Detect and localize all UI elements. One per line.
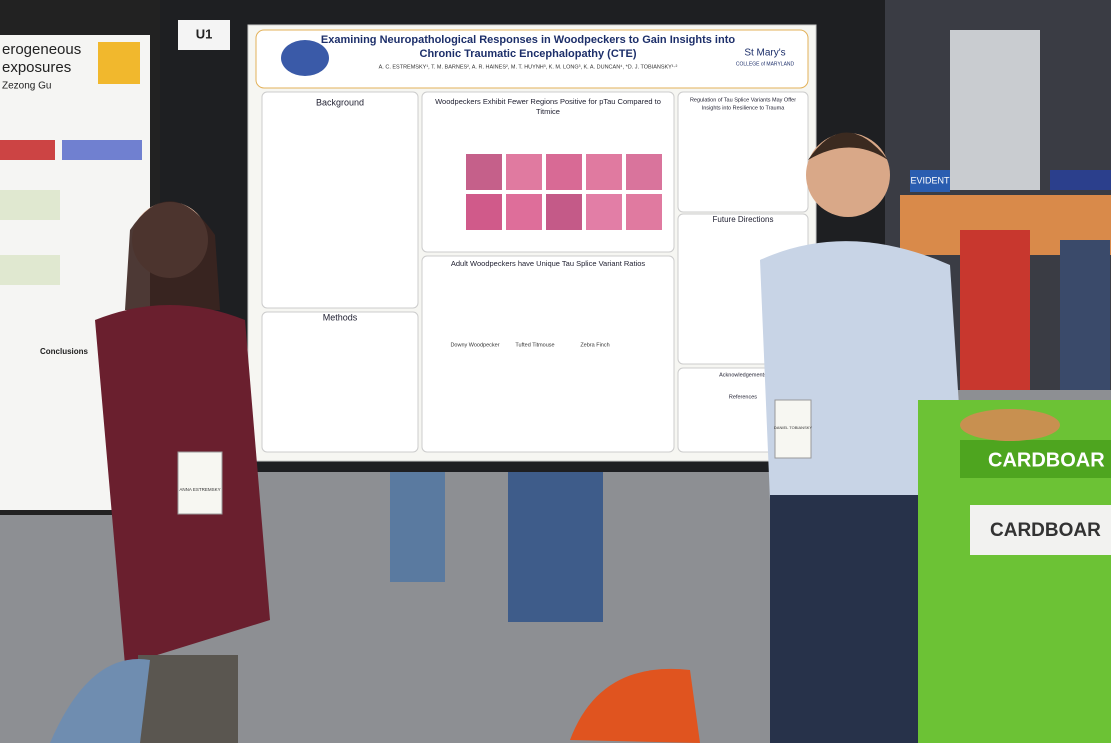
legs xyxy=(390,472,445,582)
figure xyxy=(0,255,60,285)
section-heading: Regulation of Tau Splice Variants May Of… xyxy=(690,97,796,103)
section-heading: Adult Woodpeckers have Unique Tau Splice… xyxy=(451,259,646,268)
logo-text: St Mary's xyxy=(744,48,785,59)
legs xyxy=(138,655,238,743)
bin-sign xyxy=(970,505,1111,555)
tissue xyxy=(626,194,662,230)
section-heading: Methods xyxy=(323,312,358,322)
histology xyxy=(466,154,662,230)
section-heading: Insights into Resilience to Trauma xyxy=(702,105,785,111)
tissue xyxy=(546,194,582,230)
left-title: exposures xyxy=(2,59,71,76)
tissue xyxy=(466,194,502,230)
person-bg xyxy=(1060,240,1110,390)
bin-label: CARDBOAR xyxy=(990,520,1101,541)
tissue xyxy=(586,194,622,230)
tissue xyxy=(586,154,622,190)
tissue xyxy=(546,154,582,190)
panel xyxy=(421,255,675,453)
banner-text: EVIDENT xyxy=(910,175,950,185)
food-bowl xyxy=(960,409,1060,441)
species-label: Downy Woodpecker xyxy=(450,342,499,348)
tissue xyxy=(506,194,542,230)
brain-logo xyxy=(281,40,329,76)
badge-name: ANNA ESTREMSKY xyxy=(179,487,220,492)
left-title: erogeneous xyxy=(2,41,81,58)
hair xyxy=(808,132,888,160)
hair xyxy=(125,201,220,310)
badge-name: DANIEL TOBIANSKY xyxy=(774,425,812,430)
tissue xyxy=(626,154,662,190)
figure xyxy=(62,140,142,160)
face xyxy=(806,133,890,217)
legs xyxy=(508,472,603,622)
booth-tag xyxy=(178,20,230,50)
poster-title: Chronic Traumatic Encephalopathy (CTE) xyxy=(420,48,637,60)
pants xyxy=(770,495,920,743)
panel xyxy=(261,311,419,453)
poster-title: Examining Neuropathological Responses in… xyxy=(321,34,735,46)
figure xyxy=(0,140,55,160)
banner xyxy=(910,170,950,192)
bin-band xyxy=(960,440,1111,478)
badge xyxy=(177,451,223,515)
left-section: Conclusions xyxy=(40,347,89,356)
tissue xyxy=(506,154,542,190)
logo xyxy=(98,42,140,84)
panel xyxy=(261,91,419,309)
pillar xyxy=(950,30,1040,190)
figure xyxy=(0,190,60,220)
species-label: Tufted Titmouse xyxy=(515,342,554,348)
person-bg xyxy=(960,230,1030,390)
bin-label: CARDBOAR xyxy=(988,449,1105,471)
badge xyxy=(774,399,812,459)
section-heading: Woodpeckers Exhibit Fewer Regions Positi… xyxy=(435,97,661,106)
species-label: Zebra Finch xyxy=(580,342,609,348)
poster-header xyxy=(255,29,809,89)
section-heading: Background xyxy=(316,97,364,107)
section-heading: References xyxy=(729,394,757,400)
booth-label: U1 xyxy=(196,26,213,41)
panel xyxy=(677,91,809,213)
jacket xyxy=(570,668,700,743)
logo-text: COLLEGE of MARYLAND xyxy=(736,61,795,67)
tissue xyxy=(466,154,502,190)
left-author: Zezong Gu xyxy=(2,81,51,92)
section-heading: Future Directions xyxy=(713,215,774,224)
section-heading: Titmice xyxy=(536,107,560,116)
section-heading: Acknowledgements xyxy=(719,372,767,378)
poster-authors: A. C. ESTREMSKY¹, T. M. BARNES², A. R. H… xyxy=(379,63,678,70)
denim xyxy=(50,659,150,743)
banner-2 xyxy=(1050,170,1111,190)
